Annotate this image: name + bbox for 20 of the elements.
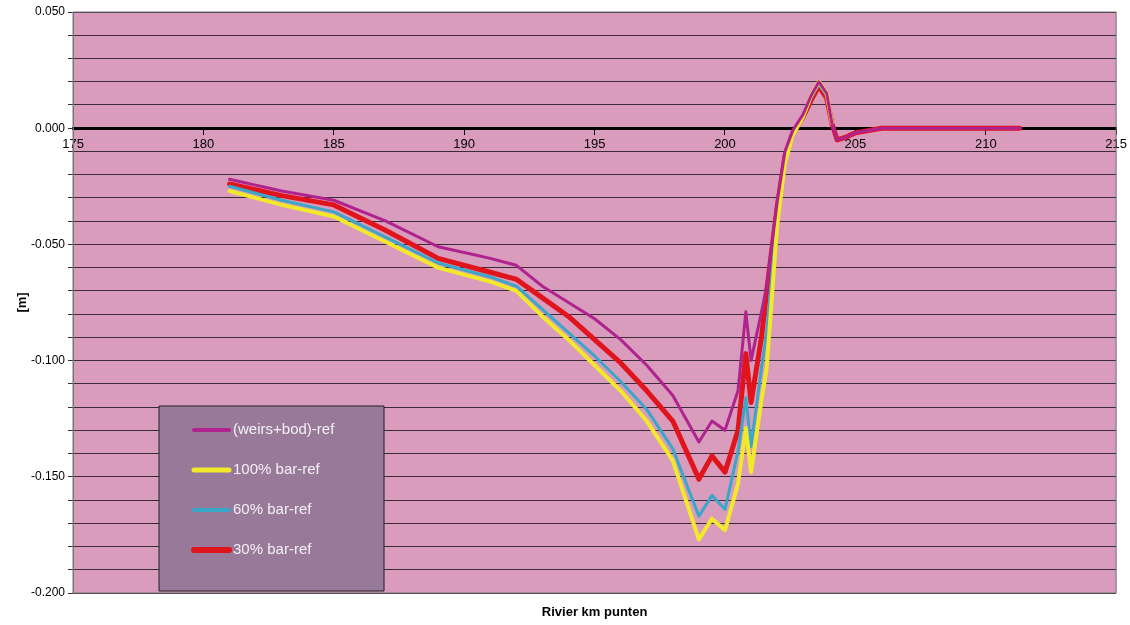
x-axis-title: Rivier km punten <box>541 603 648 619</box>
x-tick-label: 205 <box>844 135 867 151</box>
legend-label: (weirs+bod)-ref <box>233 420 336 438</box>
x-tick-label: 200 <box>714 135 736 151</box>
x-tick-label: 190 <box>453 135 476 151</box>
y-tick-label: 0.000 <box>34 120 66 135</box>
y-tick-label: -0.050 <box>30 236 66 251</box>
legend-label: 60% bar-ref <box>233 500 313 518</box>
x-tick-label: 185 <box>322 135 345 151</box>
x-tick-label: 215 <box>1105 135 1128 151</box>
y-tick-label: 0.050 <box>34 4 66 19</box>
x-tick-label: 195 <box>583 135 606 151</box>
legend-label: 100% bar-ref <box>233 460 321 478</box>
y-tick-label: -0.200 <box>30 585 66 600</box>
y-tick-label: -0.100 <box>30 352 66 367</box>
x-tick-label: 210 <box>974 135 997 151</box>
y-axis-title: [m] <box>13 292 29 313</box>
x-tick-label: 180 <box>192 135 215 151</box>
y-tick-label: -0.150 <box>30 469 66 484</box>
legend-label: 30% bar-ref <box>233 540 313 558</box>
